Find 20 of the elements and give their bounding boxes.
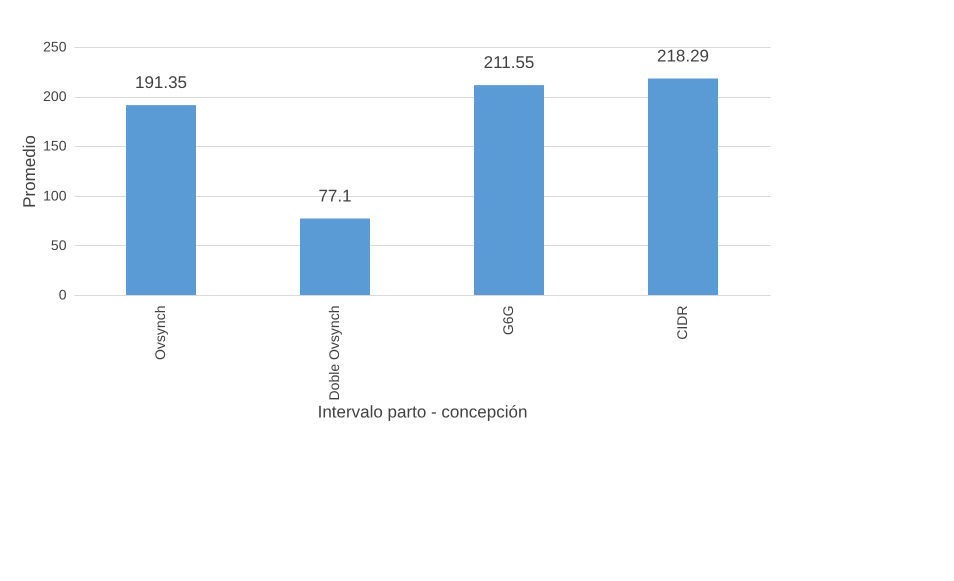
y-tick-label: 50 xyxy=(50,236,67,253)
data-label: 218.29 xyxy=(657,46,709,66)
x-tick-label: CIDR xyxy=(674,306,690,340)
bar xyxy=(474,85,544,295)
x-axis-title: Intervalo parto - concepción xyxy=(318,402,528,422)
y-tick-label: 150 xyxy=(43,138,67,154)
bar xyxy=(648,78,718,295)
x-tick-label: G6G xyxy=(500,306,516,336)
y-tick-label: 100 xyxy=(43,187,67,204)
x-tick-label: Doble Ovsynch xyxy=(326,306,342,400)
bar xyxy=(300,218,370,295)
data-label: 211.55 xyxy=(484,53,534,72)
y-tick-label: 200 xyxy=(43,88,67,104)
x-tick-label: Ovsynch xyxy=(152,306,168,360)
bar xyxy=(126,105,196,295)
data-label: 191.35 xyxy=(135,73,187,92)
y-axis-title: Promedio xyxy=(20,135,40,208)
y-tick-label: 0 xyxy=(58,286,67,302)
y-tick-label: 250 xyxy=(43,38,67,54)
data-label: 77.1 xyxy=(318,186,352,206)
